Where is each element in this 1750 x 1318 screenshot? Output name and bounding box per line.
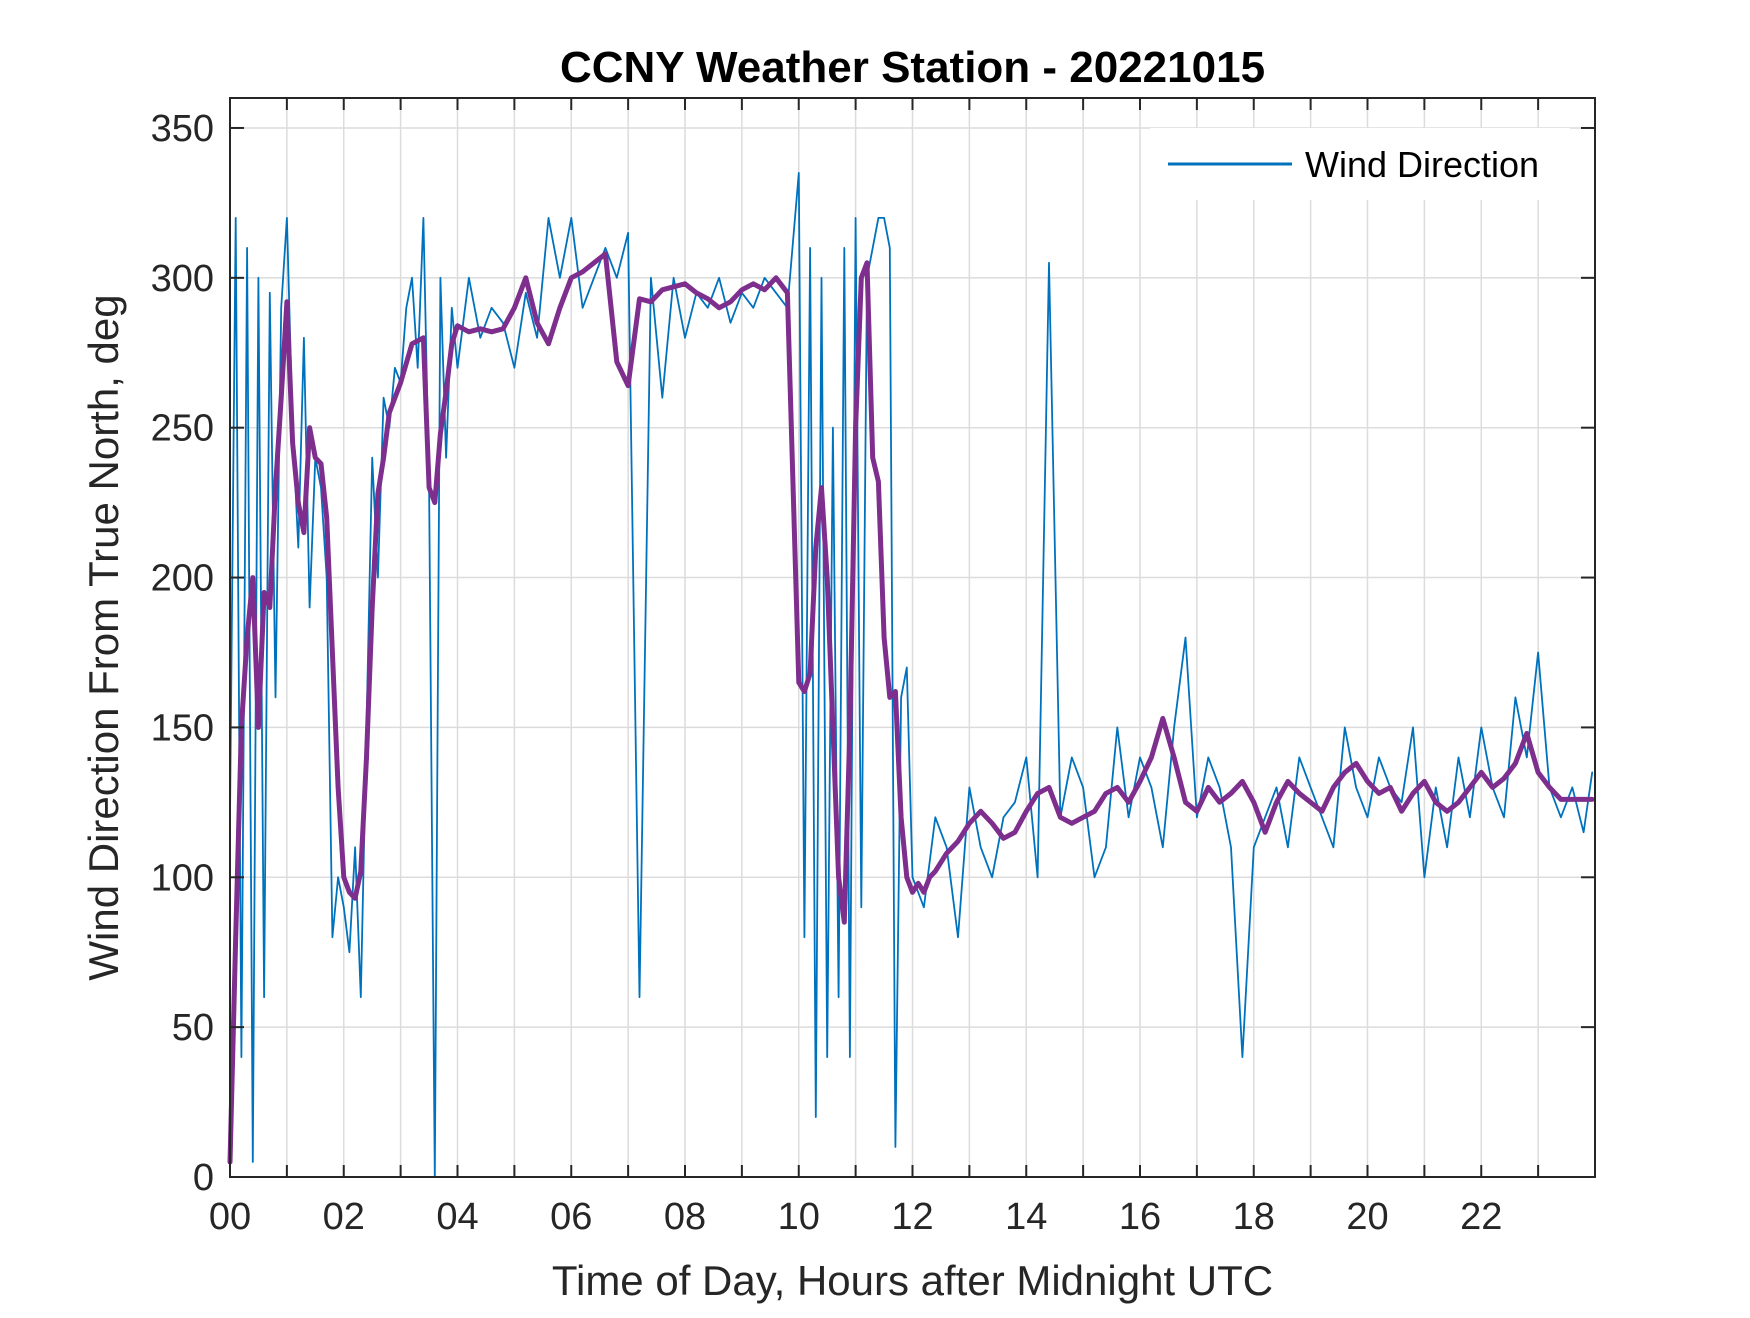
y-tick-label: 200 xyxy=(151,558,214,600)
x-tick-label: 22 xyxy=(1460,1196,1502,1238)
x-tick-label: 16 xyxy=(1119,1196,1161,1238)
tick-labels: 00 02 04 06 08 10 12 14 16 18 20 22 0 50 100 150 200 250 3… xyxy=(151,108,1503,1238)
legend-label-wind-direction: Wind Direction xyxy=(1305,144,1539,185)
x-tick-label: 10 xyxy=(778,1196,820,1238)
x-tick-label: 00 xyxy=(209,1196,251,1238)
x-tick-label: 06 xyxy=(550,1196,592,1238)
y-tick-label: 300 xyxy=(151,258,214,300)
x-tick-label: 20 xyxy=(1346,1196,1388,1238)
series-layer xyxy=(227,171,1595,1178)
y-tick-label: 0 xyxy=(193,1157,214,1199)
smoothed-wind-direction-line xyxy=(227,251,1595,1165)
x-tick-label: 04 xyxy=(436,1196,478,1238)
x-axis-label: Time of Day, Hours after Midnight UTC xyxy=(552,1257,1273,1304)
tick-marks xyxy=(229,98,1595,1178)
x-tick-label: 14 xyxy=(1005,1196,1047,1238)
x-tick-label: 12 xyxy=(891,1196,933,1238)
y-axis-label: Wind Direction From True North, deg xyxy=(80,294,127,980)
y-tick-label: 250 xyxy=(151,408,214,450)
y-tick-label: 50 xyxy=(172,1007,214,1049)
y-tick-label: 100 xyxy=(151,857,214,899)
chart-title: CCNY Weather Station - 20221015 xyxy=(560,43,1265,92)
y-tick-label: 350 xyxy=(151,108,214,150)
y-tick-label: 150 xyxy=(151,707,214,749)
x-tick-label: 18 xyxy=(1233,1196,1275,1238)
x-tick-label: 08 xyxy=(664,1196,706,1238)
legend: Wind Direction xyxy=(1150,128,1570,200)
x-tick-label: 02 xyxy=(323,1196,365,1238)
wind-direction-line xyxy=(229,171,1594,1178)
